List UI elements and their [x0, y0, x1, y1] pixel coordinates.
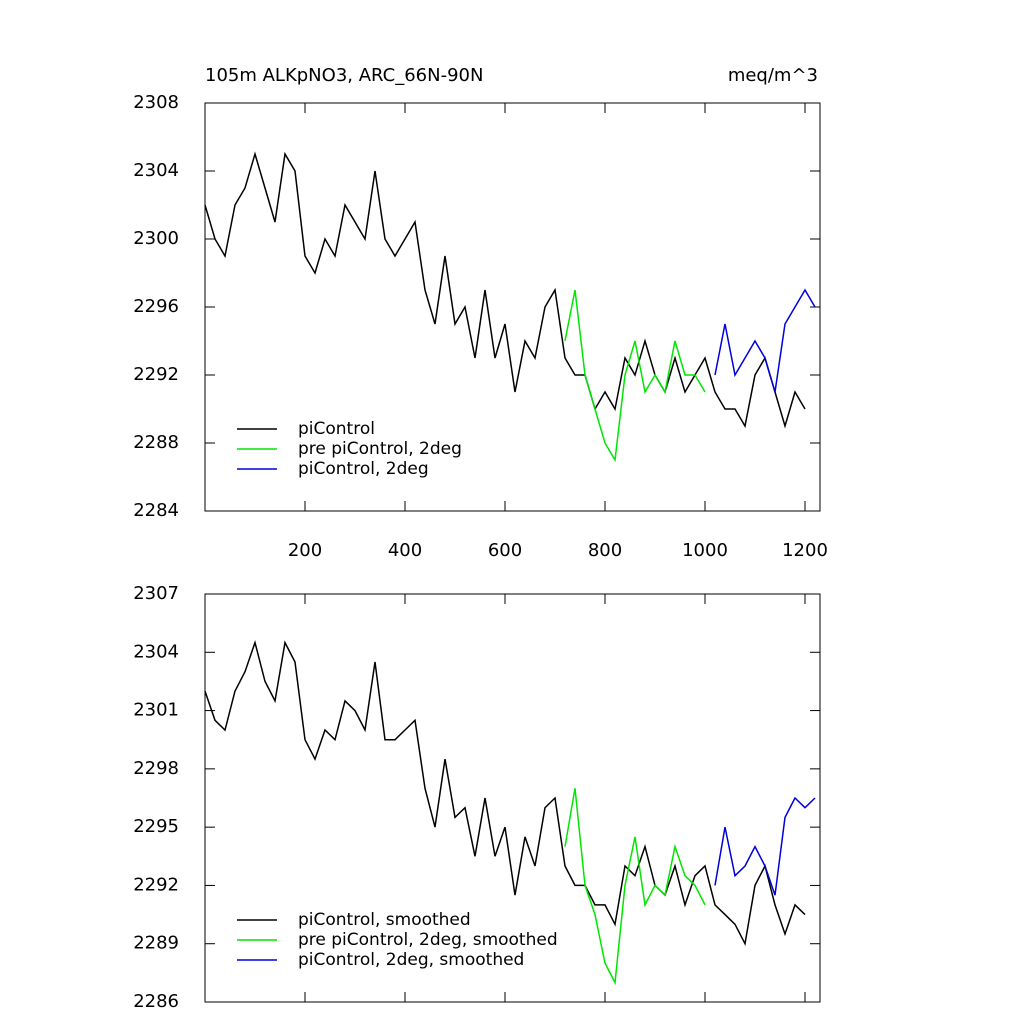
y-tick-label: 2307 — [133, 583, 179, 604]
y-tick-label: 2288 — [133, 432, 179, 453]
x-tick-label: 200 — [288, 540, 322, 561]
legend-label: piControl — [298, 419, 375, 439]
data-line — [204, 151, 806, 429]
x-tick-label: 400 — [388, 540, 422, 561]
y-tick-label: 2286 — [133, 991, 179, 1012]
x-tick-label: 1200 — [782, 540, 828, 561]
data-line — [714, 796, 816, 896]
y-tick-label: 2289 — [133, 933, 179, 954]
units-label: meq/m^3 — [728, 65, 818, 86]
plot-frame — [204, 593, 821, 1003]
y-tick-label: 2284 — [133, 500, 179, 521]
y-tick-label: 2292 — [133, 874, 179, 895]
x-tick-label: 600 — [488, 540, 522, 561]
legend-label: piControl, smoothed — [298, 910, 471, 930]
data-line — [564, 289, 706, 463]
x-tick-label: 1000 — [682, 540, 728, 561]
y-tick-label: 2304 — [133, 160, 179, 181]
legend-label: piControl, 2deg, smoothed — [298, 950, 524, 970]
y-tick-label: 2308 — [133, 92, 179, 113]
y-tick-label: 2296 — [133, 296, 179, 317]
legend-label: pre piControl, 2deg, smoothed — [298, 930, 558, 950]
y-tick-label: 2295 — [133, 816, 179, 837]
y-tick-label: 2304 — [133, 641, 179, 662]
y-tick-label: 2298 — [133, 758, 179, 779]
y-tick-label: 2292 — [133, 364, 179, 385]
data-line — [204, 639, 806, 947]
legend-label: pre piControl, 2deg — [298, 439, 462, 459]
y-tick-label: 2301 — [133, 700, 179, 721]
data-line — [714, 288, 816, 393]
x-tick-label: 800 — [588, 540, 622, 561]
data-line — [564, 788, 706, 986]
legend-label: piControl, 2deg — [298, 459, 429, 479]
y-tick-label: 2300 — [133, 228, 179, 249]
chart-title: 105m ALKpNO3, ARC_66N-90N — [205, 65, 483, 86]
